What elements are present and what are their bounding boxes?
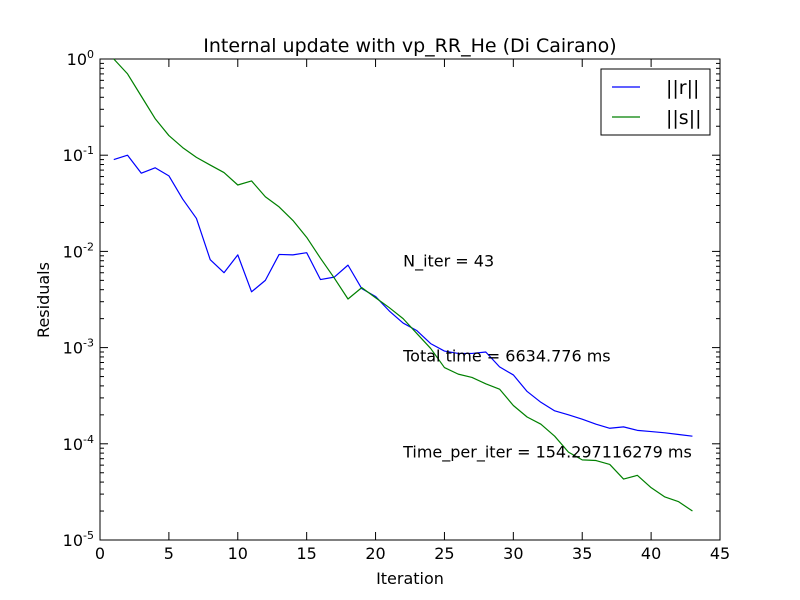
plot-frame xyxy=(99,58,721,541)
x-tick-label: 15 xyxy=(296,544,316,563)
y-tick-label: 10-3 xyxy=(63,337,94,358)
x-tick-label: 5 xyxy=(164,544,174,563)
annotation-layer: N_iter = 43 Total time = 6634.776 ms Time_… xyxy=(402,251,692,462)
series-line-r xyxy=(113,154,693,437)
x-tick-label: 45 xyxy=(710,544,730,563)
chart-title: Internal update with vp_RR_He (Di Cairan… xyxy=(203,35,616,57)
y-tick-label: 10-5 xyxy=(63,529,94,550)
annotation-text: Time_per_iter = 154.297116279 ms xyxy=(402,443,692,463)
legend-label-r: ||r|| xyxy=(666,77,699,99)
annotation-text: N_iter = 43 xyxy=(403,251,494,271)
legend-box xyxy=(600,68,711,136)
x-tick-label: 30 xyxy=(503,544,523,563)
annotation-text: Total time = 6634.776 ms xyxy=(402,346,611,365)
legend: ||r|| ||s|| xyxy=(600,68,711,136)
x-axis-label: Iteration xyxy=(376,569,444,588)
y-tick-label: 10-4 xyxy=(63,433,94,454)
y-axis-label: Residuals xyxy=(34,262,53,338)
x-tick-label: 0 xyxy=(95,544,105,563)
legend-label-s: ||s|| xyxy=(666,107,702,129)
y-axis: 100 10-1 10-2 10-3 10-4 10-5 xyxy=(63,48,720,550)
y-tick-label: 10-2 xyxy=(63,240,94,261)
x-tick-label: 20 xyxy=(365,544,385,563)
x-tick-label: 10 xyxy=(228,544,248,563)
plot-area: N_iter = 43 Total time = 6634.776 ms Time_… xyxy=(99,58,721,541)
x-axis: 0 5 10 15 20 25 30 35 40 45 xyxy=(95,59,730,563)
series-line-s xyxy=(113,58,693,512)
series-layer xyxy=(113,58,693,512)
x-tick-label: 40 xyxy=(641,544,661,563)
y-tick-label: 100 xyxy=(67,48,94,69)
y-tick-label: 10-1 xyxy=(63,144,94,165)
x-tick-label: 35 xyxy=(572,544,592,563)
x-tick-label: 25 xyxy=(434,544,454,563)
